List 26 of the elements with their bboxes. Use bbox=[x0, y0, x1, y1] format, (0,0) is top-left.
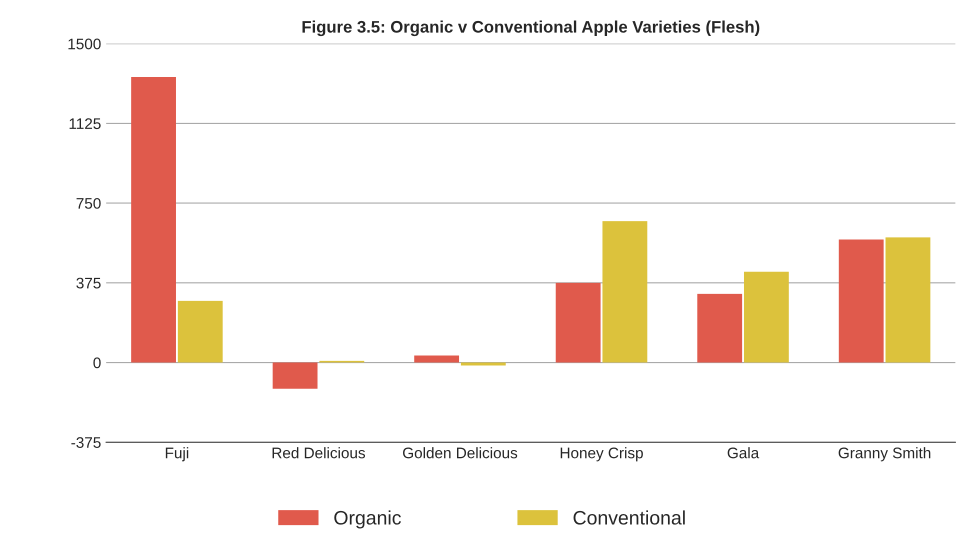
bar bbox=[131, 77, 176, 363]
y-tick-label: 1125 bbox=[70, 118, 101, 130]
bar bbox=[838, 239, 884, 363]
bar bbox=[744, 272, 789, 363]
bar bbox=[414, 356, 460, 363]
y-tick-label: 0 bbox=[93, 357, 101, 368]
bar bbox=[697, 294, 742, 363]
x-tick-label: Gala bbox=[728, 447, 760, 458]
bar bbox=[602, 221, 648, 363]
legend-label: Conventional bbox=[574, 510, 685, 525]
y-tick-label: 375 bbox=[76, 278, 101, 289]
bar bbox=[178, 300, 223, 363]
bar bbox=[272, 362, 318, 389]
bar bbox=[460, 362, 506, 366]
x-tick-label: Fuji bbox=[166, 447, 188, 462]
x-tick-label: Golden Delicious bbox=[403, 447, 518, 458]
bar bbox=[886, 237, 930, 363]
x-tick-label: Granny Smith bbox=[838, 447, 930, 462]
y-tick-label: 1500 bbox=[68, 38, 101, 50]
x-tick-label: Honey Crisp bbox=[560, 447, 643, 462]
x-tick-label: Red Delicious bbox=[272, 447, 366, 458]
chart-title: Figure 3.5: Organic v Conventional Apple Varieties (Flesh) bbox=[302, 20, 760, 36]
bar bbox=[556, 282, 601, 363]
y-tick-label: 750 bbox=[76, 198, 101, 209]
y-tick-label: -375 bbox=[71, 437, 101, 448]
legend-label: Organic bbox=[334, 510, 401, 528]
